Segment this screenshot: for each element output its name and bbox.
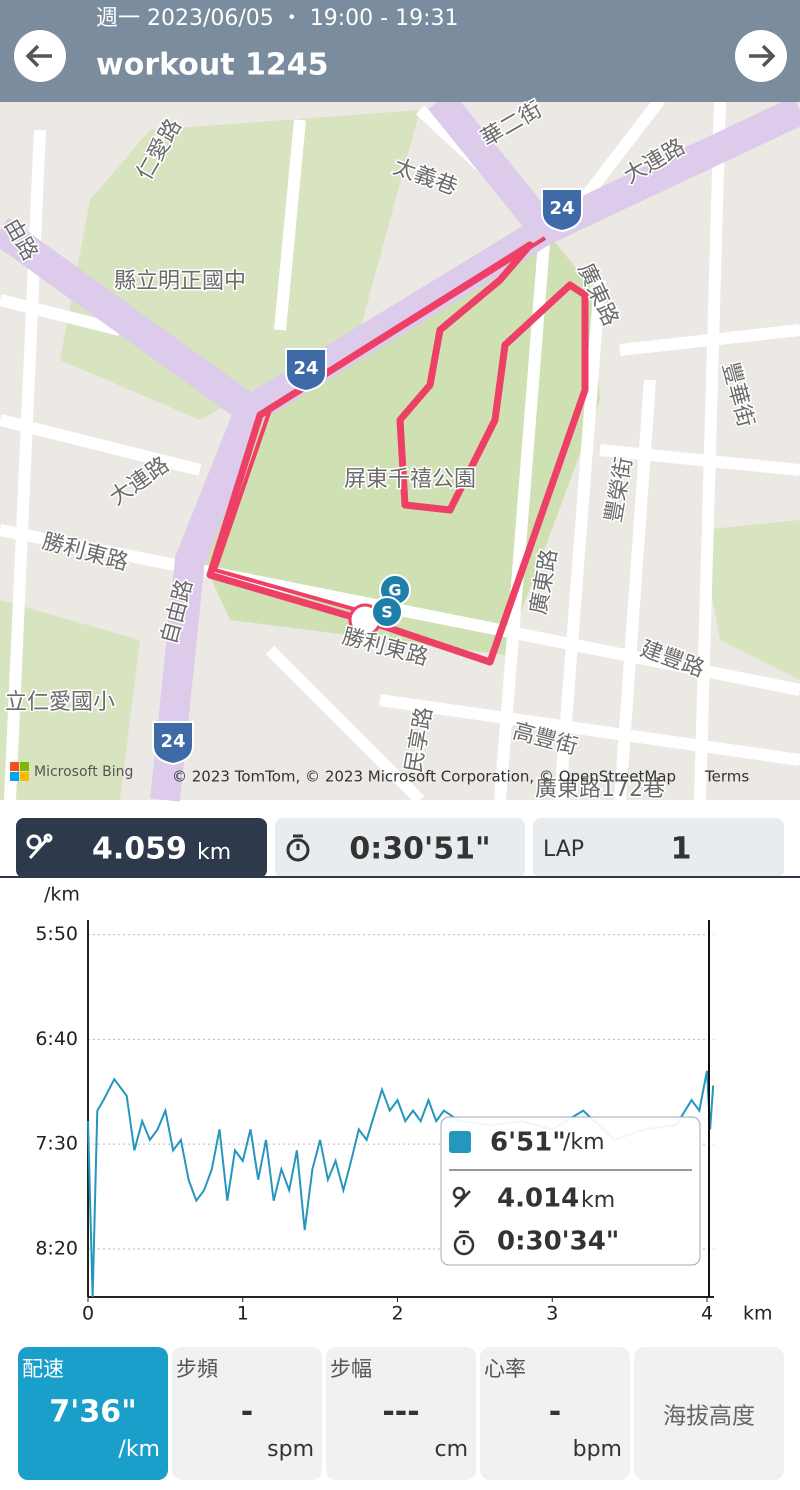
route	[206, 241, 589, 666]
metric-value: -	[549, 1395, 561, 1430]
metric-unit: spm	[267, 1437, 314, 1462]
map-label: 廣東路172巷	[535, 777, 665, 802]
metric-value: 7'36"	[49, 1395, 136, 1430]
metric-card[interactable]	[18, 1347, 168, 1480]
route-shield	[285, 348, 327, 393]
header-title: workout 1245	[96, 48, 329, 83]
metric-card[interactable]	[326, 1347, 476, 1480]
lap-value: 1	[671, 832, 692, 867]
tooltip-distance: 4.014	[497, 1184, 579, 1214]
tab-underline	[0, 876, 800, 878]
metric-label: 步頻	[176, 1357, 218, 1381]
distance-icon	[26, 833, 53, 860]
route-shield	[541, 188, 583, 233]
route-number: 24	[293, 358, 318, 379]
x-tick-label: 3	[546, 1303, 558, 1325]
route-number: 24	[549, 198, 574, 219]
map[interactable]	[0, 90, 800, 805]
x-tick-label: 2	[391, 1303, 403, 1325]
forward-arrow	[749, 44, 776, 68]
tooltip-swatch	[449, 1131, 471, 1153]
metric-value: ---	[382, 1395, 419, 1430]
metric-label: 步幅	[330, 1357, 372, 1381]
map-marker	[371, 596, 403, 628]
map-marker-label: S	[381, 603, 393, 622]
metric-label: 海拔高度	[663, 1404, 755, 1430]
x-tick-label: 1	[237, 1303, 249, 1325]
header-date: 週一 2023/06/05 ・ 19:00 - 19:31	[96, 6, 459, 31]
route-number: 24	[160, 731, 185, 752]
tooltip-pace: 6'51"	[490, 1128, 566, 1158]
y-tick-label: 7:30	[35, 1133, 78, 1155]
lap-label: LAP	[543, 837, 584, 862]
timer-icon	[286, 834, 310, 862]
bing-logo	[10, 762, 19, 771]
map-label: 縣立明正國中	[114, 269, 246, 294]
y-unit: /km	[44, 884, 80, 906]
bing-logo	[20, 772, 29, 781]
distance-tab[interactable]	[16, 818, 267, 878]
metric-card[interactable]	[172, 1347, 322, 1480]
metric-card[interactable]	[634, 1347, 784, 1480]
y-tick-label: 6:40	[35, 1028, 78, 1050]
metric-value: -	[241, 1395, 253, 1430]
major-roads	[0, 90, 800, 802]
map-label: 立仁愛國小	[5, 690, 115, 715]
forward-button[interactable]	[735, 30, 787, 82]
x-tick-label: 0	[82, 1303, 94, 1325]
tooltip-distance-icon	[452, 1186, 471, 1208]
metric-card[interactable]	[480, 1347, 630, 1480]
park-area	[700, 520, 800, 680]
tooltip-pace-unit: /km	[563, 1130, 605, 1155]
tooltip	[440, 1116, 701, 1266]
map-marker-label: G	[388, 581, 401, 600]
route	[212, 236, 547, 617]
distance-value: 4.059	[92, 832, 187, 867]
metric-unit: cm	[434, 1437, 468, 1462]
time-value: 0:30'51"	[349, 832, 490, 867]
lap-tab[interactable]	[533, 818, 784, 878]
x-unit: km	[743, 1303, 773, 1325]
x-tick-label: 4	[701, 1303, 713, 1325]
map-copyright: © 2023 TomTom, © 2023 Microsoft Corporat…	[172, 768, 676, 786]
metric-unit: /km	[118, 1437, 160, 1462]
bing-logo	[10, 772, 19, 781]
park-area	[0, 600, 140, 800]
time-tab[interactable]	[275, 818, 525, 878]
route-shield	[152, 721, 194, 766]
tooltip-distance-unit: km	[581, 1188, 615, 1213]
map-terms: Terms	[704, 768, 749, 786]
y-tick-label: 5:50	[35, 923, 78, 945]
metric-label: 心率	[484, 1357, 526, 1381]
header-bar	[0, 0, 800, 102]
bing-logo	[20, 762, 29, 771]
tooltip-time: 0:30'34"	[497, 1227, 619, 1257]
map-label: 屏東千禧公園	[344, 467, 476, 492]
back-arrow	[25, 44, 52, 68]
y-tick-label: 8:20	[35, 1237, 78, 1259]
back-button[interactable]	[14, 30, 66, 82]
distance-unit: km	[197, 840, 231, 865]
tooltip-timer-icon	[453, 1230, 475, 1256]
metric-label: 配速	[22, 1357, 64, 1381]
metric-unit: bpm	[573, 1437, 622, 1462]
map-attribution: Microsoft Bing	[34, 764, 133, 780]
